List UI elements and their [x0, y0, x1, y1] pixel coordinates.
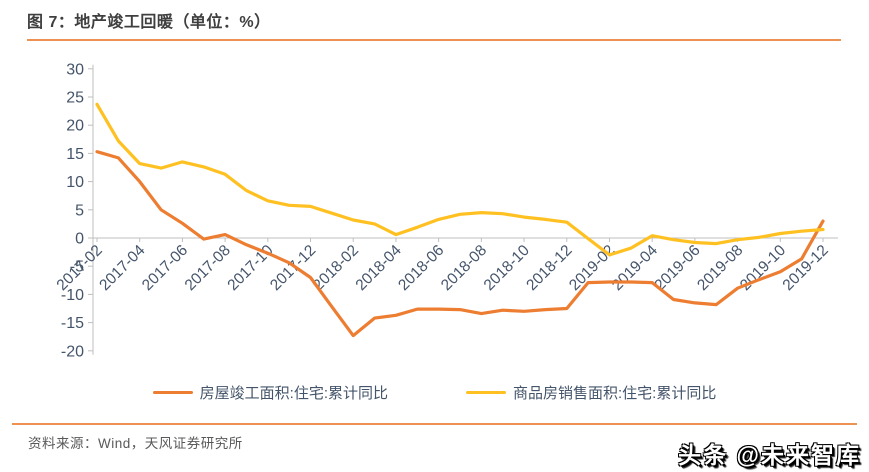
y-axis-tick-label: -10 — [61, 287, 84, 304]
chart-svg: 30 25 20 15 10 5 0 -5 -10 -15 -20 2017-022017-04201… — [54, 61, 838, 360]
y-axis-tick-label: 10 — [66, 174, 84, 191]
x-axis-tick-label: 2018-10 — [481, 242, 534, 295]
x-axis-tick-label: 2017-06 — [139, 242, 191, 294]
x-axis: 2017-022017-042017-062017-082017-102017-… — [54, 237, 838, 295]
x-axis-tick-label: 2018-04 — [353, 242, 406, 295]
completion-line-swatch — [152, 391, 193, 394]
y-axis-tick-label: 30 — [66, 61, 84, 78]
series-line-1 — [95, 102, 825, 257]
data-source-note: 资料来源：Wind，天风证券研究所 — [28, 436, 243, 451]
x-axis-tick-label: 2019-02 — [566, 242, 618, 294]
y-axis: 30 25 20 15 10 5 0 -5 -10 -15 -20 — [61, 61, 94, 360]
title-divider-line — [27, 39, 841, 41]
x-axis-tick-label: 2017-12 — [267, 242, 319, 294]
series-line-0 — [95, 150, 825, 338]
legend-label-completion: 房屋竣工面积:住宅:累计同比 — [199, 385, 388, 402]
legend-item-completion[interactable]: 房屋竣工面积:住宅:累计同比 — [152, 382, 388, 403]
y-axis-tick-label: -20 — [61, 343, 84, 360]
sales-line-swatch — [466, 391, 506, 394]
x-axis-tick-label: 2019-04 — [609, 242, 662, 295]
y-axis-tick-label: 0 — [75, 231, 84, 248]
x-axis-tick-label: 2018-08 — [438, 242, 490, 294]
y-axis-tick-label: 25 — [66, 90, 84, 107]
x-axis-tick-label: 2017-08 — [182, 242, 234, 294]
chart-title: 图 7：地产竣工回暖（单位：%） — [27, 14, 271, 31]
legend-item-sales[interactable]: 商品房销售面积:住宅:累计同比 — [466, 382, 716, 403]
footer-divider-line — [12, 423, 857, 425]
x-axis-tick-label: 2018-06 — [395, 242, 447, 294]
y-axis-tick-label: 15 — [66, 146, 84, 163]
y-axis-tick-label: 5 — [75, 202, 84, 219]
y-axis-tick-label: 20 — [66, 118, 84, 135]
x-axis-tick-label: 2017-04 — [96, 242, 149, 295]
watermark-toutiao-weilaizhiku: 头条 @未来智库 — [678, 442, 861, 468]
x-axis-tick-label: 2017-10 — [224, 242, 277, 295]
y-axis-tick-label: -15 — [61, 315, 84, 332]
legend-label-sales: 商品房销售面积:住宅:累计同比 — [513, 385, 717, 402]
x-axis-tick-label: 2018-12 — [523, 242, 575, 294]
chart-legend: 房屋竣工面积:住宅:累计同比 商品房销售面积:住宅:累计同比 — [0, 382, 869, 403]
y-axis-tick-label: -5 — [70, 259, 84, 276]
